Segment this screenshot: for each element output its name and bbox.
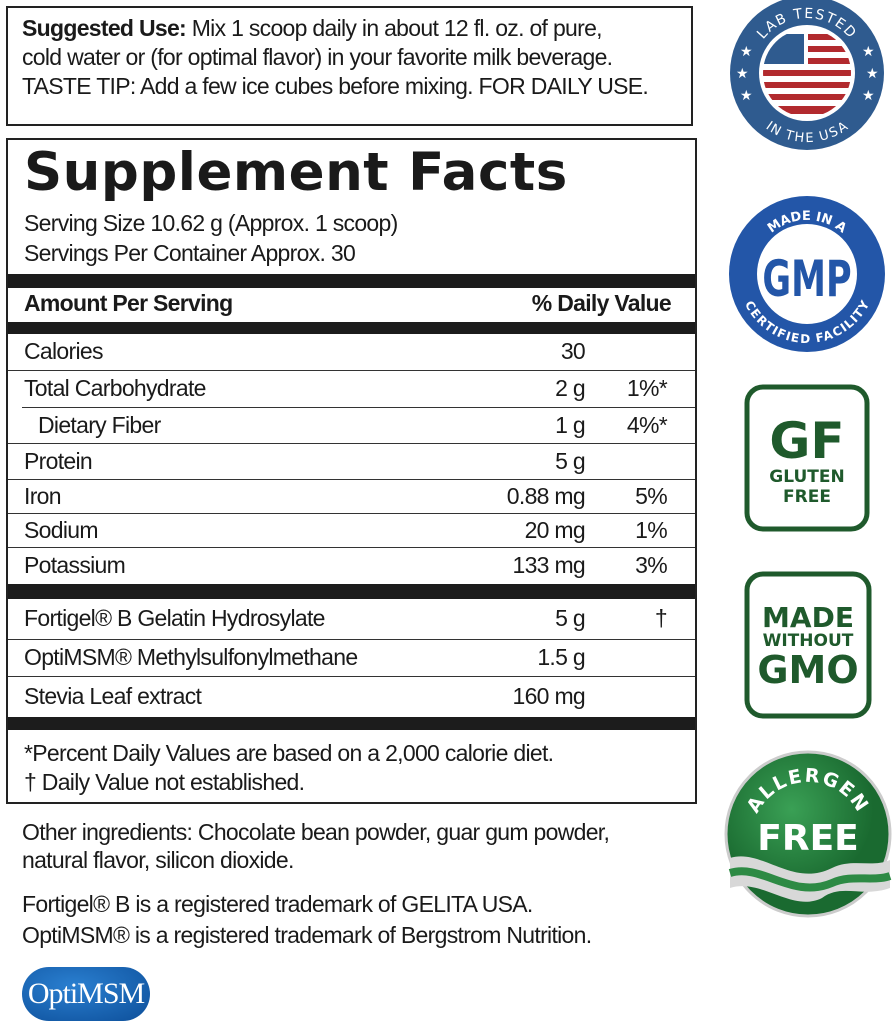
nutrient-daily-value: 5% <box>635 482 668 509</box>
nutrient-name: Protein <box>24 447 93 474</box>
trademark-fortigel: Fortigel® B is a registered trademark of… <box>22 891 533 917</box>
allergen-free-badge: ALLERGEN FREE <box>724 750 892 918</box>
allergen-free-text: FREE <box>757 818 859 859</box>
nutrient-amount: 2 g <box>555 375 586 402</box>
non-gmo-badge: MADE WITHOUT GMO <box>744 571 872 719</box>
other-ingredients-2: natural flavor, silicon dioxide. <box>22 847 294 873</box>
without-text: WITHOUT <box>763 631 854 651</box>
nutrient-amount: 0.88 mg <box>506 482 586 509</box>
nutrient-name: Iron <box>24 482 62 509</box>
ingredient-row: Stevia Leaf extract 160 mg <box>8 676 695 717</box>
nutrient-row: Potassium 133 mg 3% <box>8 547 695 584</box>
ingredient-name: OptiMSM® Methylsulfonylmethane <box>24 644 358 671</box>
trademark-optimsm: OptiMSM® is a registered trademark of Be… <box>22 922 592 948</box>
nutrient-name: Sodium <box>24 516 98 543</box>
nutrient-name: Potassium <box>24 552 126 579</box>
svg-text:★: ★ <box>866 65 879 81</box>
divider-thick <box>8 584 695 599</box>
header-amount: Amount Per Serving <box>24 290 233 316</box>
facts-title: Supplement Facts <box>24 142 568 203</box>
suggested-use-box: Suggested Use: Mix 1 scoop daily in abou… <box>6 6 693 126</box>
ingredient-amount: 5 g <box>555 605 586 632</box>
gluten-text: GLUTEN <box>769 467 844 487</box>
nutrient-amount: 20 mg <box>524 516 586 543</box>
nutrient-row: Protein 5 g <box>8 443 695 479</box>
footnote-dagger: † Daily Value not established. <box>24 769 305 795</box>
svg-text:★: ★ <box>736 65 749 81</box>
suggested-use-text-2: cold water or (for optimal flavor) in yo… <box>22 44 613 70</box>
nutrient-name: Total Carbohydrate <box>24 375 206 402</box>
star-icons: ★ ★ ★ ★ ★ ★ <box>736 43 879 103</box>
svg-text:★: ★ <box>862 87 875 103</box>
svg-text:★: ★ <box>740 87 753 103</box>
free-text: FREE <box>783 487 831 507</box>
ingredient-amount: 160 mg <box>512 683 585 710</box>
nutrient-amount: 133 mg <box>512 552 585 579</box>
nutrient-row: Iron 0.88 mg 5% <box>8 479 695 513</box>
taste-tip: TASTE TIP: Add a few ice cubes before mi… <box>22 73 649 99</box>
ingredient-name: Stevia Leaf extract <box>24 683 202 710</box>
divider-thick <box>8 274 695 288</box>
servings-per-container: Servings Per Container Approx. 30 <box>24 240 356 266</box>
nutrient-amount: 5 g <box>555 447 586 474</box>
nutrient-row: Dietary Fiber 1 g 4%* <box>22 407 695 443</box>
nutrient-row: Total Carbohydrate 2 g 1%* <box>8 370 695 407</box>
nutrient-daily-value: 4%* <box>626 411 668 438</box>
suggested-use-label: Suggested Use: <box>22 15 187 41</box>
gf-text: GF <box>769 412 844 470</box>
gmp-certified-badge: GMP MADE IN A CERTIFIED FACILITY <box>729 196 885 352</box>
lab-tested-usa-badge: LAB TESTED IN THE USA ★★★★★★ <box>730 0 884 150</box>
ingredient-name: Fortigel® B Gelatin Hydrosylate <box>24 605 325 632</box>
svg-text:★: ★ <box>862 43 875 59</box>
divider-thick <box>8 322 695 334</box>
gluten-free-badge: GF GLUTEN FREE <box>744 384 870 532</box>
ingredient-row: Fortigel® B Gelatin Hydrosylate 5 g † <box>8 599 695 639</box>
nutrient-row: Calories 30 <box>8 334 695 370</box>
nutrient-daily-value: 1%* <box>626 375 668 402</box>
divider-thick <box>8 717 695 730</box>
header-daily-value: % Daily Value <box>531 290 672 316</box>
gmp-text: GMP <box>762 251 851 309</box>
nutrient-name: Dietary Fiber <box>38 411 161 438</box>
nutrient-amount: 30 <box>560 338 586 365</box>
nutrient-amount: 1 g <box>555 411 586 438</box>
nutrient-daily-value: 1% <box>635 516 668 543</box>
ingredient-amount: 1.5 g <box>537 644 585 671</box>
other-ingredients: Other ingredients: Chocolate bean powder… <box>22 819 610 845</box>
ingredient-daily-value: † <box>654 605 668 632</box>
supplement-facts-panel: Supplement Facts Serving Size 10.62 g (A… <box>6 138 697 804</box>
serving-size: Serving Size 10.62 g (Approx. 1 scoop) <box>24 210 398 236</box>
nutrient-row: Sodium 20 mg 1% <box>8 513 695 547</box>
ingredient-row: OptiMSM® Methylsulfonylmethane 1.5 g <box>8 639 695 676</box>
nutrient-name: Calories <box>24 338 103 365</box>
made-text: MADE <box>762 601 854 634</box>
nutrient-daily-value: 3% <box>635 552 668 579</box>
gmo-text: GMO <box>757 648 858 692</box>
suggested-use-text: Mix 1 scoop daily in about 12 fl. oz. of… <box>186 15 603 41</box>
svg-text:★: ★ <box>740 43 753 59</box>
optimsm-logo: OptiMSM <box>22 967 150 1021</box>
footnote-dv: *Percent Daily Values are based on a 2,0… <box>24 740 554 766</box>
